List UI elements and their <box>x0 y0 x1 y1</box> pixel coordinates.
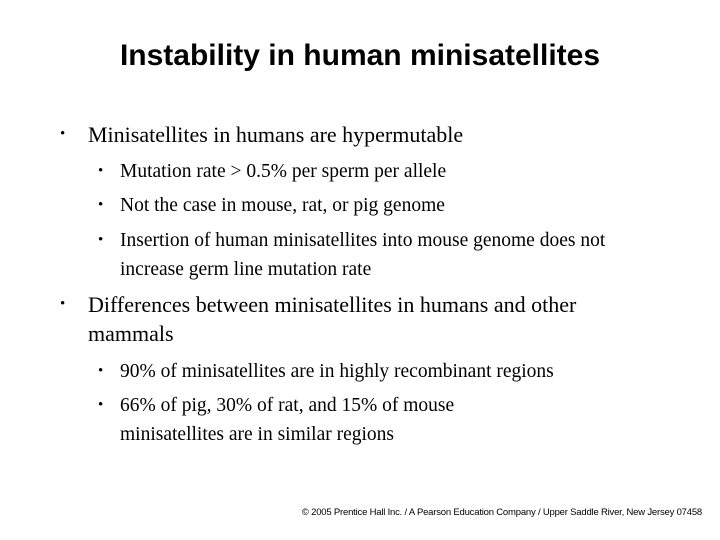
copyright-footer: © 2005 Prentice Hall Inc. / A Pearson Ed… <box>301 507 702 518</box>
slide-title: Instability in human minisatellites <box>119 39 601 72</box>
sub-bullet-marker: • <box>98 197 104 213</box>
bullet-marker: • <box>60 296 66 312</box>
sub-bullet-marker: • <box>98 397 104 413</box>
bullet-marker: • <box>60 126 66 142</box>
sub-bullet-marker: • <box>98 232 104 248</box>
sub-bullet-marker: • <box>98 163 104 179</box>
bullet-item: Differences between minisatellites in hu… <box>88 292 577 346</box>
sub-bullet-marker: • <box>98 363 104 379</box>
bullet-item: Minisatellites in humans are hypermutabl… <box>88 122 464 147</box>
sub-bullet-item: Not the case in mouse, rat, or pig genom… <box>120 195 445 216</box>
sub-bullet-item: Insertion of human minisatellites into m… <box>120 230 606 280</box>
sub-bullet-item: 66% of pig, 30% of rat, and 15% of mouse… <box>120 395 455 445</box>
sub-bullet-item: Mutation rate > 0.5% per sperm per allel… <box>120 161 447 182</box>
sub-bullet-item: 90% of minisatellites are in highly reco… <box>120 361 554 382</box>
